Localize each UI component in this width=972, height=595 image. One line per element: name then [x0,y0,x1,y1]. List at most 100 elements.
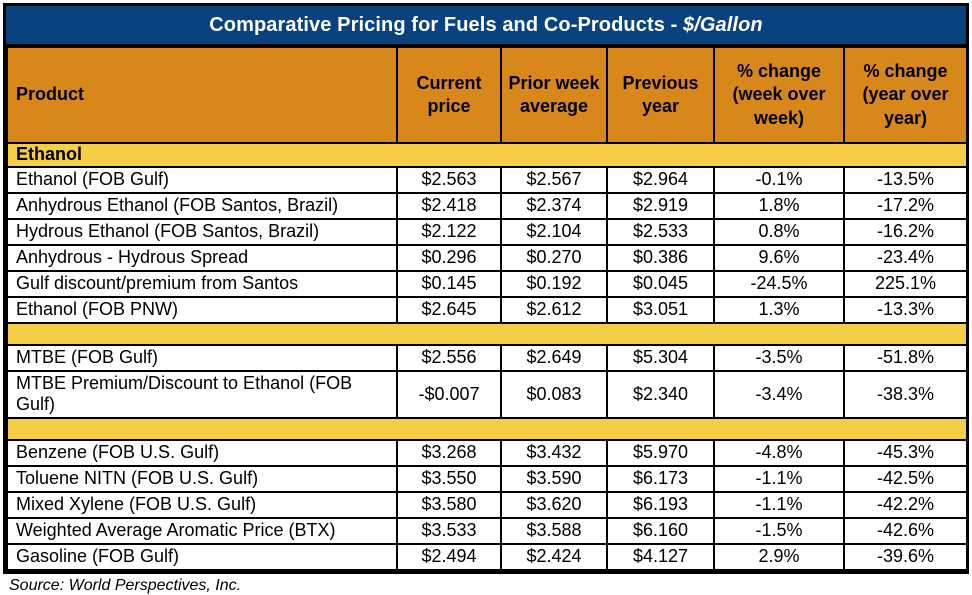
value-cell: -38.3% [843,369,968,419]
value-cell: $2.645 [396,295,502,324]
value-cell: 9.6% [713,243,845,272]
table-row: Weighted Average Aromatic Price (BTX) $3.… [6,516,968,545]
section-separator-row [6,321,968,346]
value-cell: $6.160 [606,516,715,545]
section-label: Ethanol [6,142,968,168]
section-header-row: Ethanol [6,142,968,168]
value-cell: $3.590 [500,464,608,493]
table-row: Ethanol (FOB PNW) $2.645 $2.612 $3.051 1.3% -… [6,295,968,324]
header-row: Product Current price Prior week average… [6,46,968,144]
value-cell: $2.649 [500,343,608,372]
value-cell: $3.588 [500,516,608,545]
section-separator [6,321,968,346]
value-cell: -3.4% [713,369,845,419]
value-cell: -13.5% [843,165,968,194]
table-row: Toluene NITN (FOB U.S. Gulf) $3.550 $3.590… [6,464,968,493]
value-cell: $0.270 [500,243,608,272]
value-cell: -13.3% [843,295,968,324]
product-cell: MTBE (FOB Gulf) [6,343,398,372]
value-cell: $2.374 [500,191,608,220]
value-cell: $6.173 [606,464,715,493]
value-cell: $2.964 [606,165,715,194]
table-row: MTBE (FOB Gulf) $2.556 $2.649 $5.304 -3.5% -5… [6,343,968,372]
value-cell: $0.386 [606,243,715,272]
table-row: Hydrous Ethanol (FOB Santos, Brazil) $2.1… [6,217,968,246]
value-cell: -1.1% [713,490,845,519]
product-cell: Weighted Average Aromatic Price (BTX) [6,516,398,545]
column-header-pct-change-wow: % change (week over week) [713,46,845,144]
value-cell: $3.268 [396,438,502,467]
value-cell: -39.6% [843,542,968,571]
value-cell: $0.145 [396,269,502,298]
value-cell: 0.8% [713,217,845,246]
table-body: Ethanol Ethanol (FOB Gulf) $2.563 $2.567 $2.… [6,142,968,571]
value-cell: $2.418 [396,191,502,220]
value-cell: $0.083 [500,369,608,419]
value-cell: $3.580 [396,490,502,519]
table-row: Ethanol (FOB Gulf) $2.563 $2.567 $2.964 -0.1… [6,165,968,194]
value-cell: $2.533 [606,217,715,246]
value-cell: -24.5% [713,269,845,298]
product-cell: Ethanol (FOB PNW) [6,295,398,324]
table-row: Anhydrous Ethanol (FOB Santos, Brazil) $2… [6,191,968,220]
pricing-table: Product Current price Prior week average… [6,46,968,571]
value-cell: -45.3% [843,438,968,467]
value-cell: $3.432 [500,438,608,467]
value-cell: -42.5% [843,464,968,493]
value-cell: $2.104 [500,217,608,246]
value-cell: -17.2% [843,191,968,220]
value-cell: 1.3% [713,295,845,324]
product-cell: Gasoline (FOB Gulf) [6,542,398,571]
value-cell: -51.8% [843,343,968,372]
table-row: Benzene (FOB U.S. Gulf) $3.268 $3.432 $5.97… [6,438,968,467]
value-cell: $5.970 [606,438,715,467]
product-cell: MTBE Premium/Discount to Ethanol (FOB Gu… [6,369,398,419]
table-row: MTBE Premium/Discount to Ethanol (FOB Gu… [6,369,968,419]
value-cell: -0.1% [713,165,845,194]
column-header-prior-week-average: Prior week average [500,46,608,144]
product-cell: Gulf discount/premium from Santos [6,269,398,298]
value-cell: $2.567 [500,165,608,194]
value-cell: $2.563 [396,165,502,194]
value-cell: $5.304 [606,343,715,372]
value-cell: -16.2% [843,217,968,246]
table-title-unit: $/Gallon [683,14,763,36]
section-separator-row [6,416,968,441]
product-cell: Hydrous Ethanol (FOB Santos, Brazil) [6,217,398,246]
value-cell: $2.122 [396,217,502,246]
value-cell: 1.8% [713,191,845,220]
value-cell: $3.550 [396,464,502,493]
table-row: Anhydrous - Hydrous Spread $0.296 $0.270 $0… [6,243,968,272]
value-cell: $2.494 [396,542,502,571]
product-cell: Anhydrous - Hydrous Spread [6,243,398,272]
value-cell: $4.127 [606,542,715,571]
value-cell: 2.9% [713,542,845,571]
product-cell: Benzene (FOB U.S. Gulf) [6,438,398,467]
source-note: Source: World Perspectives, Inc. [9,576,242,594]
product-cell: Mixed Xylene (FOB U.S. Gulf) [6,490,398,519]
value-cell: $2.340 [606,369,715,419]
value-cell: -3.5% [713,343,845,372]
value-cell: $0.296 [396,243,502,272]
value-cell: $3.620 [500,490,608,519]
table-title-main: Comparative Pricing for Fuels and Co-Pro… [209,14,684,36]
value-cell: -23.4% [843,243,968,272]
value-cell: $3.533 [396,516,502,545]
value-cell: $3.051 [606,295,715,324]
value-cell: $0.045 [606,269,715,298]
table-title: Comparative Pricing for Fuels and Co-Pro… [6,6,966,46]
table-header: Product Current price Prior week average… [6,46,968,144]
value-cell: 225.1% [843,269,968,298]
product-cell: Anhydrous Ethanol (FOB Santos, Brazil) [6,191,398,220]
value-cell: -4.8% [713,438,845,467]
value-cell: -42.6% [843,516,968,545]
value-cell: -42.2% [843,490,968,519]
section-separator [6,416,968,441]
product-cell: Ethanol (FOB Gulf) [6,165,398,194]
column-header-pct-change-yoy: % change (year over year) [843,46,968,144]
pricing-table-frame: Comparative Pricing for Fuels and Co-Pro… [3,3,969,574]
value-cell: -$0.007 [396,369,502,419]
value-cell: $0.192 [500,269,608,298]
value-cell: $2.919 [606,191,715,220]
page: Comparative Pricing for Fuels and Co-Pro… [3,3,969,594]
